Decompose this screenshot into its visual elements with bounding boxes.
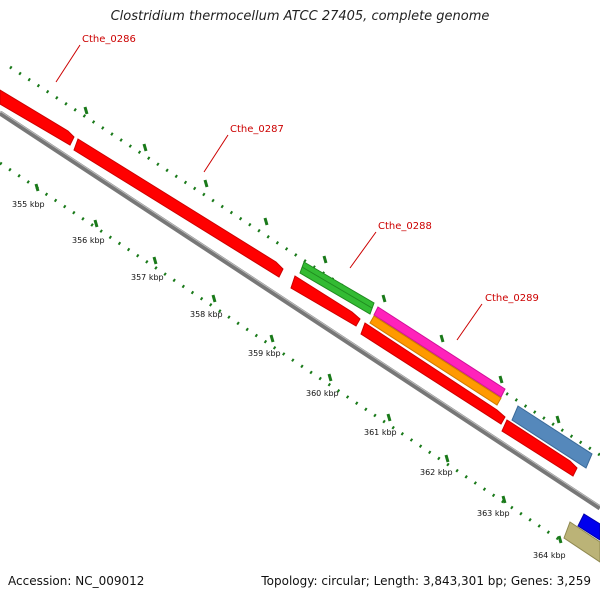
gene-label-cthe-0289: Cthe_0289 bbox=[485, 293, 539, 304]
tick-label-360: 360 kbp bbox=[306, 389, 339, 398]
feature-blue[interactable] bbox=[577, 513, 600, 541]
colored-features bbox=[299, 261, 600, 563]
tick-label-359: 359 kbp bbox=[248, 349, 281, 358]
tick-label-356: 356 kbp bbox=[72, 236, 105, 245]
outer-tick-track bbox=[9, 65, 600, 457]
inner-tick-track bbox=[0, 161, 561, 542]
cds-next[interactable] bbox=[501, 419, 578, 477]
map-title: Clostridium thermocellum ATCC 27405, com… bbox=[110, 9, 490, 24]
feature-khaki[interactable] bbox=[563, 521, 600, 563]
major-ticks bbox=[34, 183, 563, 544]
tick-label-364: 364 kbp bbox=[533, 551, 566, 560]
cds-cthe-0286[interactable] bbox=[0, 89, 75, 146]
gene-label-cthe-0288: Cthe_0288 bbox=[378, 221, 432, 232]
accession-text: Accession: NC_009012 bbox=[8, 574, 145, 588]
topology-text: Topology: circular; Length: 3,843,301 bp… bbox=[261, 574, 591, 588]
tick-label-355: 355 kbp bbox=[12, 200, 45, 209]
cds-cthe-0287[interactable] bbox=[73, 138, 284, 278]
label-leaders bbox=[55, 44, 483, 341]
gene-label-cthe-0287: Cthe_0287 bbox=[230, 124, 284, 135]
genome-backbone bbox=[0, 110, 600, 511]
tick-label-361: 361 kbp bbox=[364, 428, 397, 437]
gene-label-cthe-0286: Cthe_0286 bbox=[82, 34, 136, 45]
tick-label-362: 362 kbp bbox=[420, 468, 453, 477]
cds-features bbox=[0, 89, 578, 477]
tick-label-363: 363 kbp bbox=[477, 509, 510, 518]
feature-orange[interactable] bbox=[369, 315, 502, 406]
tick-label-358: 358 kbp bbox=[190, 310, 223, 319]
outer-major-ticks bbox=[83, 106, 561, 424]
tick-label-357: 357 kbp bbox=[131, 273, 164, 282]
feature-magenta[interactable] bbox=[373, 306, 506, 398]
feature-steelblue[interactable] bbox=[511, 405, 593, 469]
cds-cthe-0289[interactable] bbox=[360, 322, 506, 425]
cds-cthe-0288[interactable] bbox=[290, 275, 361, 327]
